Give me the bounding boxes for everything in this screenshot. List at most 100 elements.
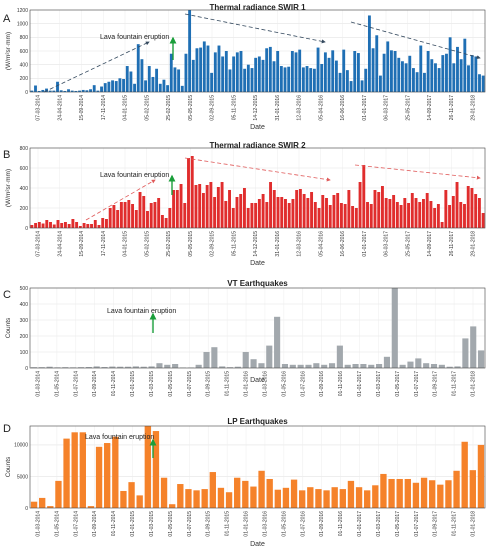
bar <box>52 90 56 92</box>
bar <box>67 89 70 92</box>
bar <box>82 223 86 228</box>
x-tick-label: 01-05-2017 <box>395 371 401 397</box>
bar <box>86 224 90 228</box>
bar <box>250 203 254 228</box>
x-tick-label: 01-03-2014 <box>36 371 42 397</box>
bar <box>250 486 257 508</box>
bar <box>221 56 225 92</box>
x-tick-label: 01-07-2016 <box>300 371 306 397</box>
x-tick-label: 01-09-2016 <box>319 371 325 397</box>
bar <box>331 487 338 508</box>
bar <box>30 90 34 92</box>
bar <box>380 473 387 508</box>
bar <box>299 490 306 508</box>
axes-frame <box>29 287 486 369</box>
bar <box>119 202 123 228</box>
bar <box>384 198 388 228</box>
bar <box>169 53 173 92</box>
bar <box>144 80 148 92</box>
bar <box>210 72 214 92</box>
bar <box>415 72 419 92</box>
bar <box>92 85 96 92</box>
x-tick-label: 29-01-2018 <box>471 231 477 257</box>
bar <box>433 208 437 228</box>
bar <box>258 470 265 508</box>
bar <box>274 489 281 508</box>
bar <box>426 51 430 92</box>
bar <box>49 222 52 228</box>
bar <box>272 61 276 92</box>
bar <box>220 182 224 228</box>
bar <box>162 79 166 92</box>
x-tick-label: 24-04-2014 <box>57 95 63 121</box>
bar <box>185 489 192 508</box>
bar <box>37 90 41 92</box>
bar <box>470 326 477 368</box>
bar <box>55 480 62 508</box>
panel-c: 0 100 200 300 400 500 01-03-2014 01-05-2014 01-0… <box>3 279 486 397</box>
bar <box>228 69 232 92</box>
y-axis-label: Counts <box>5 456 12 477</box>
x-tick-label: 01-11-2017 <box>452 511 458 536</box>
bar <box>160 215 164 228</box>
bar <box>446 366 453 368</box>
bar <box>369 204 373 228</box>
bar <box>328 363 336 368</box>
bar <box>107 81 111 92</box>
bar <box>41 223 45 228</box>
bar <box>289 364 296 368</box>
bar <box>231 208 235 228</box>
bar <box>111 80 114 92</box>
x-tick-label: 25-02-2015 <box>166 95 172 121</box>
bar <box>352 364 359 368</box>
panel-letter: C <box>3 289 11 301</box>
bar <box>191 59 195 92</box>
panel-letter: B <box>3 149 10 161</box>
bar <box>78 226 82 228</box>
bar <box>234 477 241 508</box>
bar <box>412 482 420 508</box>
bar <box>281 364 289 368</box>
x-tick-label: 16-06-2016 <box>340 95 346 121</box>
bar <box>71 219 75 228</box>
bar <box>77 367 85 368</box>
bar <box>467 65 470 92</box>
bar <box>125 366 132 368</box>
bar <box>158 83 162 92</box>
bar <box>425 193 429 228</box>
bar <box>180 85 184 92</box>
bar <box>211 347 218 368</box>
y-tick-label: 300 <box>20 318 29 324</box>
bar <box>187 158 190 228</box>
bar <box>320 63 324 92</box>
bar <box>356 53 360 92</box>
bar <box>373 190 377 228</box>
bar <box>39 497 46 508</box>
y-tick-label: 0 <box>25 506 28 512</box>
bar <box>338 72 342 92</box>
bar <box>306 198 310 228</box>
x-tick-label: 01-01-2018 <box>471 511 477 537</box>
bar <box>290 479 298 508</box>
bar <box>209 182 213 228</box>
panel-a: 0 200 400 600 800 1000 1200 07-03-2014 24-04-201… <box>3 3 486 131</box>
bar <box>336 193 340 228</box>
x-tick-label: 05-04-2016 <box>318 231 324 257</box>
bar <box>67 224 71 228</box>
bar <box>284 199 287 228</box>
bar <box>156 363 163 368</box>
x-tick-label: 14-12-2015 <box>253 95 259 121</box>
bar <box>420 477 428 508</box>
bar <box>317 208 321 228</box>
bar <box>201 193 205 228</box>
bar <box>419 45 423 92</box>
bar <box>179 184 183 228</box>
x-tick-label: 01-01-2016 <box>244 371 250 397</box>
bar <box>437 484 444 508</box>
bar <box>358 182 362 228</box>
bar <box>274 316 281 368</box>
bar <box>386 41 390 92</box>
x-tick-label: 01-07-2015 <box>187 371 193 397</box>
bar <box>202 41 206 92</box>
bar <box>434 63 437 92</box>
